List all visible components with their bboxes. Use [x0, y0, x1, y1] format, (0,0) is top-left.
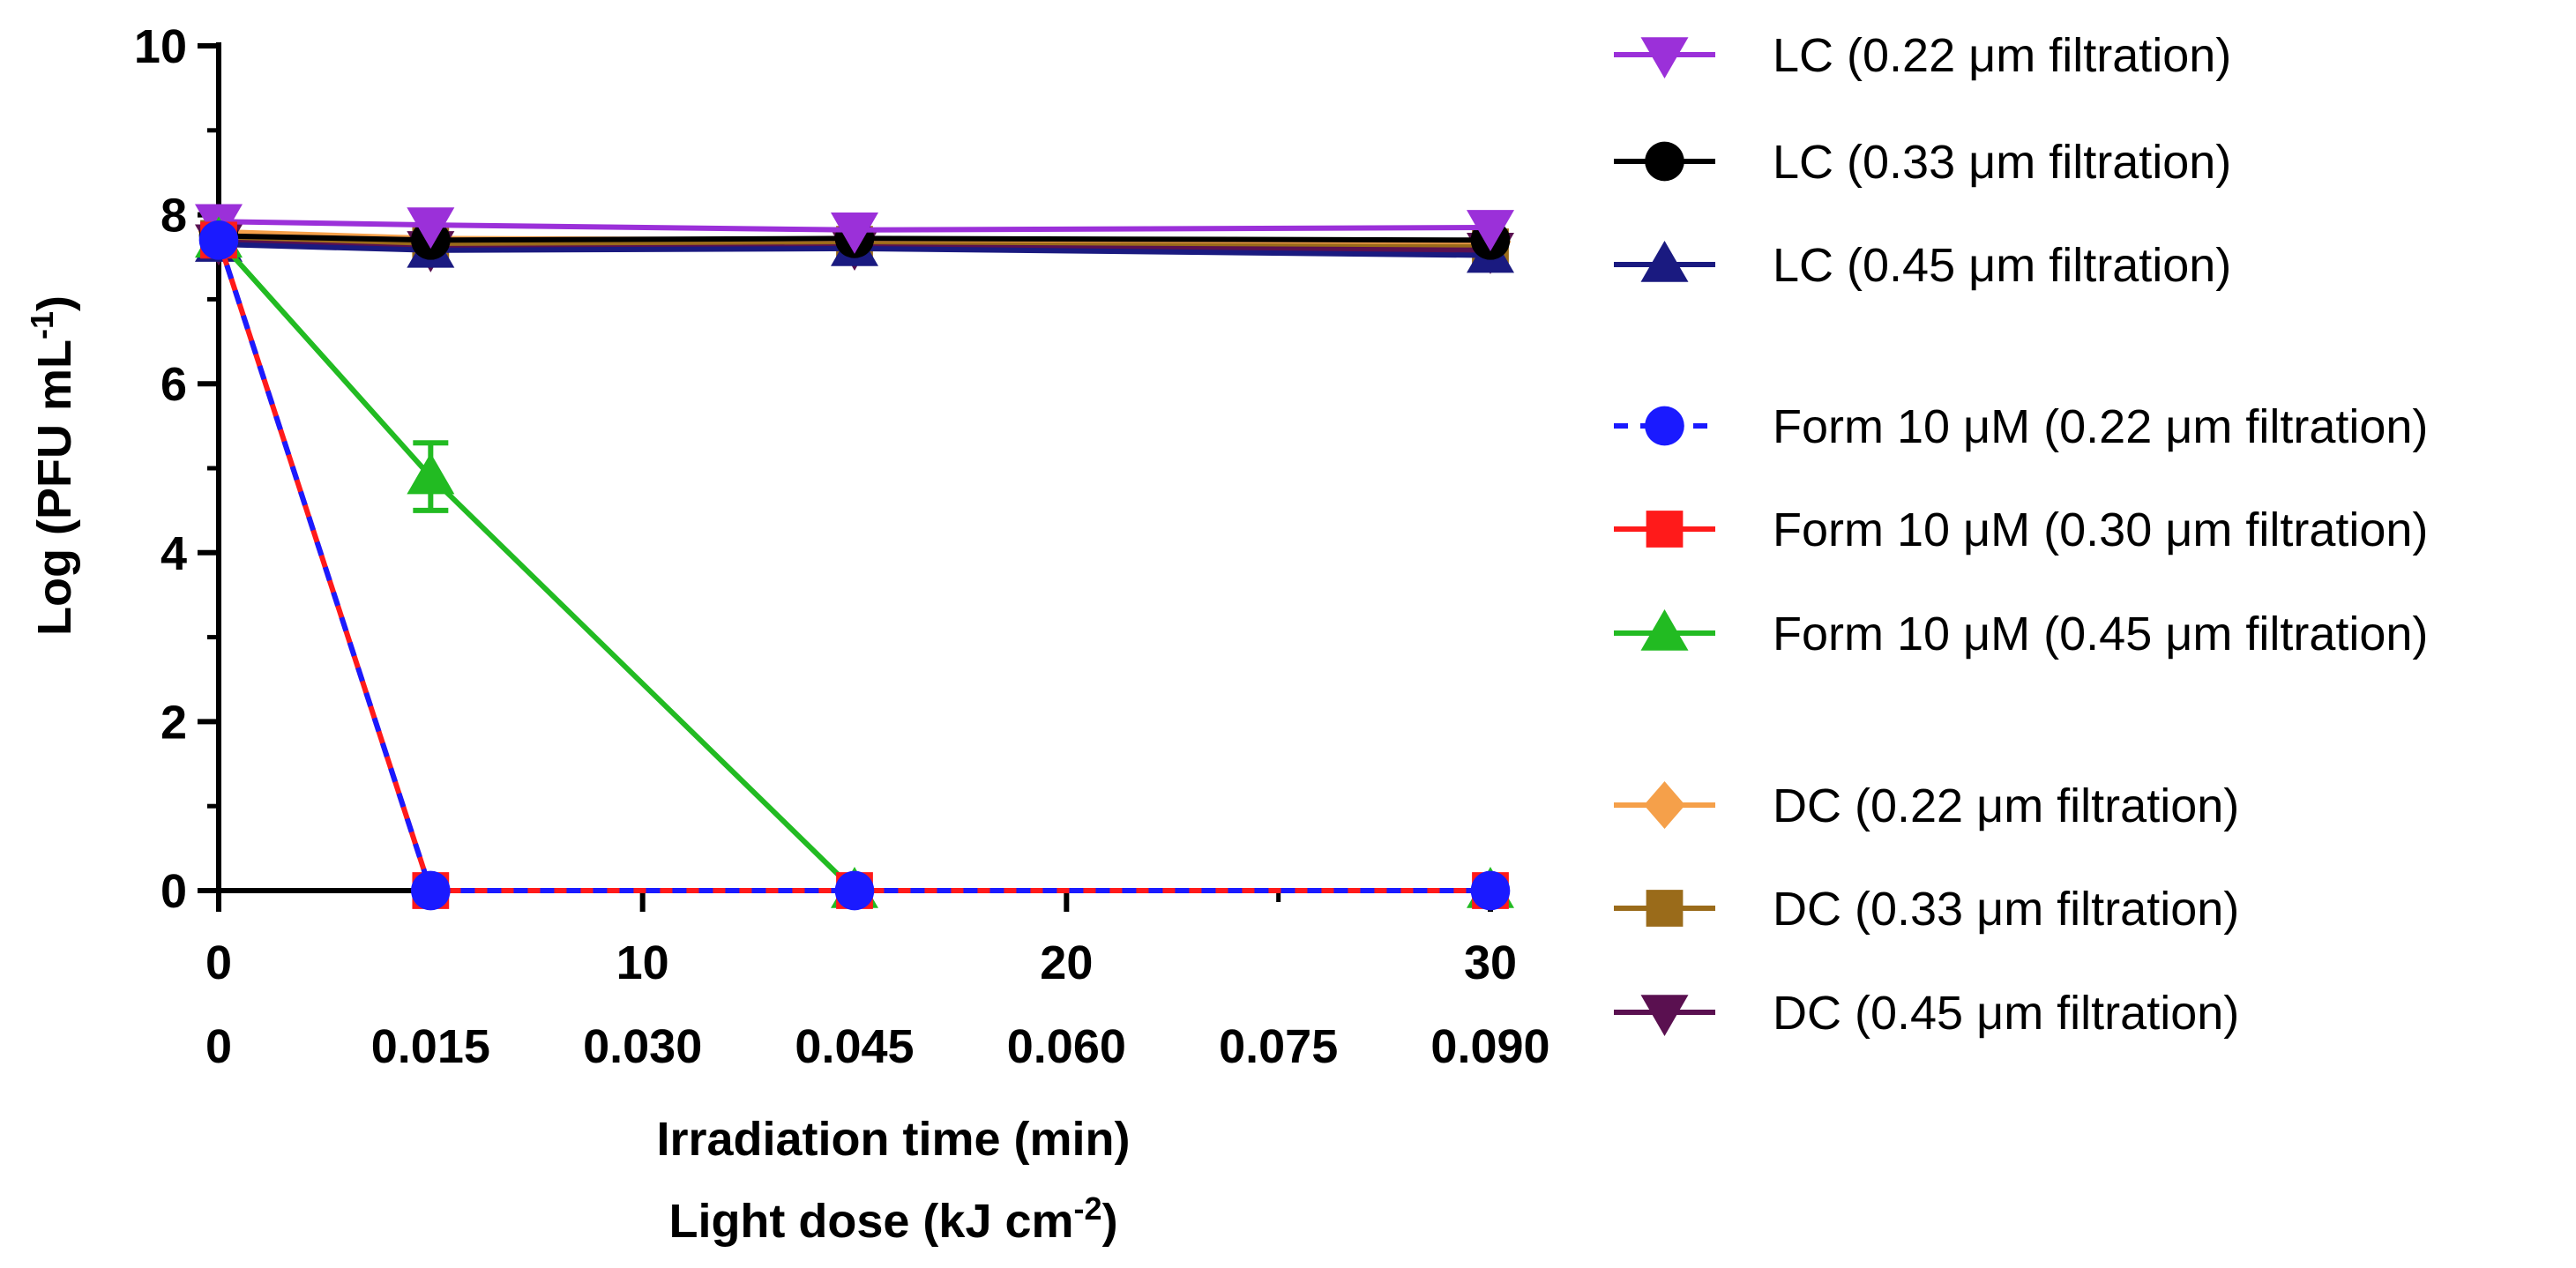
legend-item: DC (0.33 μm filtration): [1614, 883, 2239, 936]
legend-label: LC (0.33 μm filtration): [1773, 136, 2231, 189]
x-tick-label-dose: 0: [205, 1020, 232, 1073]
legend-marker: [1646, 511, 1684, 548]
legend-label: LC (0.22 μm filtration): [1773, 29, 2231, 82]
y-tick-label: 0: [161, 865, 187, 918]
data-point: [1467, 210, 1514, 251]
x-axis-title: Irradiation time (min): [656, 1113, 1130, 1166]
x-axis-title-2: Light dose (kJ cm-2): [668, 1190, 1117, 1248]
data-point: [831, 213, 878, 254]
legend-label: Form 10 μM (0.22 μm filtration): [1773, 400, 2428, 453]
series-0: [195, 204, 1514, 254]
legend-marker: [1640, 609, 1689, 651]
legend-label: DC (0.22 μm filtration): [1773, 779, 2239, 832]
series-line: [216, 239, 1490, 893]
data-point: [407, 207, 455, 250]
x-tick-label-dose: 0.045: [795, 1020, 914, 1073]
legend-marker: [1640, 995, 1689, 1036]
series-line: [216, 239, 1490, 893]
legend-item: DC (0.45 μm filtration): [1614, 987, 2239, 1040]
series-line: [218, 233, 1491, 243]
x-tick-label-dose: 0.060: [1007, 1020, 1126, 1073]
x-tick-label-dose: 0.090: [1430, 1020, 1549, 1073]
data-point: [411, 870, 451, 911]
legend-item: DC (0.22 μm filtration): [1614, 779, 2239, 832]
legend-label: DC (0.45 μm filtration): [1773, 987, 2239, 1040]
y-tick-label: 2: [161, 696, 187, 749]
legend-item: Form 10 μM (0.30 μm filtration): [1614, 503, 2428, 556]
series-3: [198, 220, 1511, 911]
y-tick-label: 6: [161, 358, 187, 411]
legend-item: Form 10 μM (0.22 μm filtration): [1614, 400, 2428, 453]
legend-marker: [1640, 241, 1689, 282]
legend-label: Form 10 μM (0.30 μm filtration): [1773, 503, 2428, 556]
data-point: [198, 220, 239, 260]
legend-label: DC (0.33 μm filtration): [1773, 883, 2239, 936]
data-point: [407, 452, 455, 495]
series-line: [218, 235, 1491, 250]
y-tick-label: 4: [161, 527, 187, 580]
series-line: [218, 242, 1491, 258]
legend-marker: [1645, 406, 1684, 446]
data-point: [834, 870, 875, 911]
legend-item: LC (0.33 μm filtration): [1614, 136, 2231, 189]
x-tick-label-time: 10: [616, 936, 669, 989]
series-layer: [195, 204, 1514, 911]
legend-label: Form 10 μM (0.45 μm filtration): [1773, 608, 2428, 660]
legend-item: LC (0.22 μm filtration): [1614, 29, 2231, 82]
series-line: [216, 238, 1490, 893]
x-tick-label-time: 0: [205, 936, 232, 989]
legend-label: LC (0.45 μm filtration): [1773, 239, 2231, 292]
x-tick-label-dose: 0.030: [583, 1020, 702, 1073]
legend-marker: [1645, 141, 1684, 182]
x-tick-label-time: 30: [1464, 936, 1517, 989]
series-5: [195, 216, 1514, 908]
axes: 0 2 4 6 8 10 0 10 20 30 0 0.015 0.030 0.045 0.060 0.075…: [24, 20, 1550, 1248]
x-tick-label-dose: 0.075: [1219, 1020, 1338, 1073]
x-tick-label-dose: 0.015: [371, 1020, 490, 1073]
legend-item: LC (0.45 μm filtration): [1614, 239, 2231, 292]
legend-item: Form 10 μM (0.45 μm filtration): [1614, 608, 2428, 660]
y-tick-label: 8: [161, 190, 187, 242]
x-tick-label-time: 20: [1040, 936, 1093, 989]
data-point: [1470, 870, 1511, 911]
legend-marker: [1640, 37, 1689, 78]
y-axis-title: Log (PFU mL-1): [24, 295, 81, 636]
y-tick-label: 10: [134, 20, 187, 73]
legend-marker: [1646, 890, 1684, 927]
legend: LC (0.22 μm filtration) LC (0.33 μm filtr…: [1614, 29, 2428, 1040]
series-4: [200, 221, 1509, 909]
legend-marker: [1644, 781, 1685, 829]
series-line: [218, 219, 1491, 233]
